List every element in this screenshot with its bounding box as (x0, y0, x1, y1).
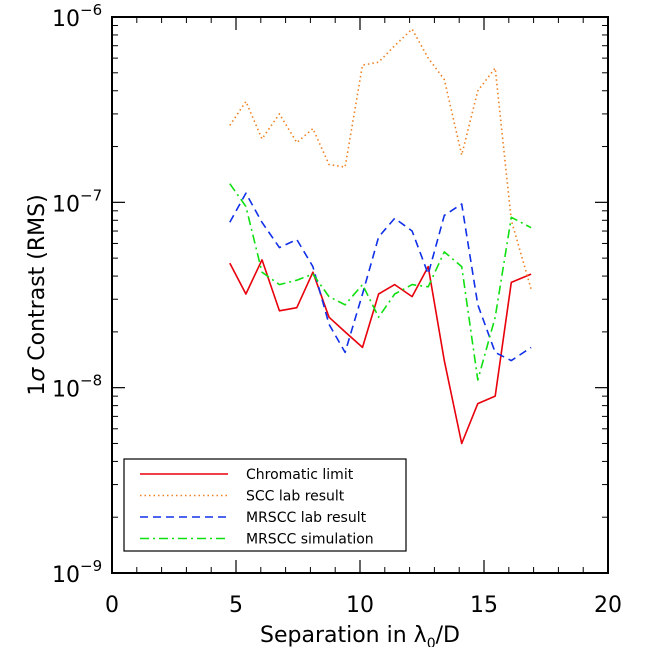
y-tick-label: 10−9 (52, 557, 102, 588)
y-tick-label: 10−7 (52, 186, 102, 217)
x-tick-label: 20 (594, 593, 622, 618)
series-group (229, 28, 532, 445)
legend-label: Chromatic limit (246, 467, 354, 483)
x-tick-label: 0 (105, 593, 119, 618)
legend-label: MRSCC lab result (246, 510, 367, 526)
legend-label: MRSCC simulation (246, 532, 374, 548)
y-tick-label: 10−8 (52, 372, 102, 403)
legend: Chromatic limit SCC lab result MRSCC lab r… (123, 458, 407, 552)
series-line-mrscc-lab-result (229, 192, 532, 362)
x-axis-label: Separation in λ0/D (260, 623, 460, 647)
x-tick-label: 10 (346, 593, 374, 618)
axis-ticks: 0 5 10 15 20 10−9 10−8 10−7 10−6 (52, 1, 622, 618)
y-tick-label: 10−6 (52, 1, 102, 32)
series-line-chromatic-limit (229, 259, 532, 445)
y-axis-label: 1σ Contrast (RMS) (25, 194, 50, 395)
series-line-mrscc-simulation (229, 183, 532, 381)
x-tick-label: 15 (470, 593, 498, 618)
legend-label: SCC lab result (246, 489, 345, 505)
x-tick-label: 5 (229, 593, 243, 618)
series-line-scc-lab-result (229, 28, 532, 290)
